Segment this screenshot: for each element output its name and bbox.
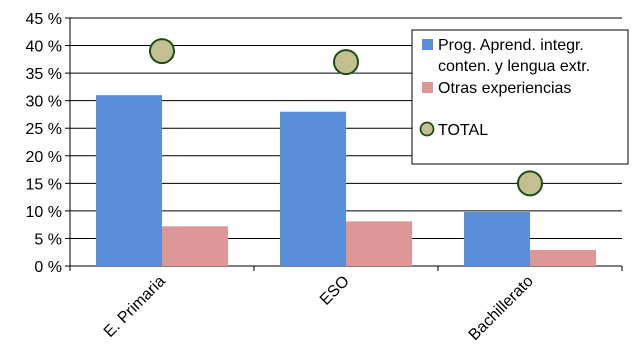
y-tick-label: 0 % xyxy=(34,259,62,276)
bar-otras-experiencias xyxy=(346,221,412,266)
legend-box xyxy=(411,29,629,165)
legend-label: conten. y lengua extr. xyxy=(438,58,590,75)
total-marker xyxy=(149,38,175,65)
bar-otras-experiencias xyxy=(530,250,596,266)
total-marker xyxy=(517,170,543,197)
legend-marker xyxy=(419,121,435,137)
bar-prog-aprend xyxy=(280,111,346,266)
bars-layer xyxy=(96,95,596,267)
y-tick-label: 40 % xyxy=(26,39,62,56)
x-category-label: ESO xyxy=(317,273,353,309)
y-tick-label: 35 % xyxy=(26,66,62,83)
y-tick-label: 45 % xyxy=(26,11,62,28)
legend-label: Prog. Aprend. integr. xyxy=(438,37,584,54)
bar-otras-experiencias xyxy=(162,226,228,266)
x-category-label: E. Primaria xyxy=(101,273,169,341)
legend-label: Otras experiencias xyxy=(438,80,571,97)
legend-label: TOTAL xyxy=(438,122,488,139)
y-tick-label: 20 % xyxy=(26,149,62,166)
markers-layer xyxy=(149,38,543,197)
y-tick-label: 10 % xyxy=(26,204,62,221)
y-tick-label: 30 % xyxy=(26,94,62,111)
legend: Prog. Aprend. integr. conten. y lengua ex… xyxy=(411,29,629,165)
bar-prog-aprend xyxy=(464,211,530,266)
x-category-label: Bachillerato xyxy=(466,273,537,344)
legend-swatch xyxy=(422,82,433,93)
y-tick-label: 5 % xyxy=(34,231,62,248)
total-marker xyxy=(333,49,359,76)
legend-swatch xyxy=(422,39,433,50)
y-tick-label: 15 % xyxy=(26,176,62,193)
bar-prog-aprend xyxy=(96,95,162,267)
y-tick-label: 25 % xyxy=(26,121,62,138)
